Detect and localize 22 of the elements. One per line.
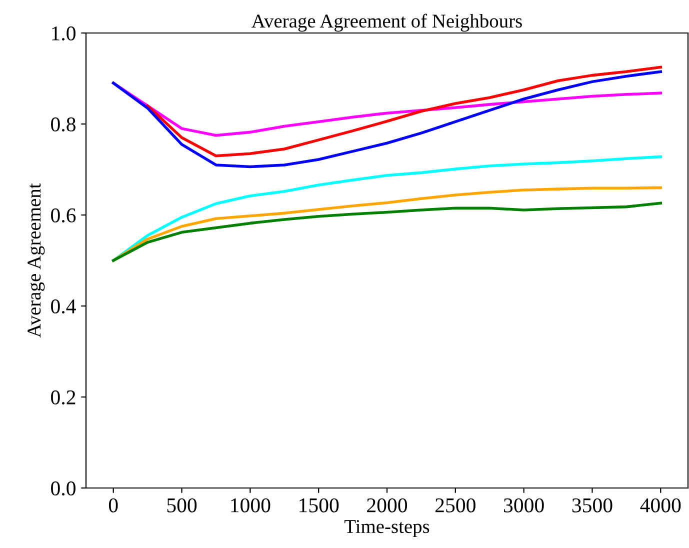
- x-tick-label: 500: [167, 498, 197, 512]
- line-series: [112, 155, 662, 262]
- line-series: [112, 70, 662, 168]
- x-tick-label: 0: [108, 498, 118, 512]
- y-tick-label: 0.4: [51, 299, 76, 314]
- y-tick-label: 1.0: [52, 26, 76, 41]
- x-tick-label: 2500: [435, 498, 476, 512]
- x-tick-label: 1500: [300, 498, 339, 512]
- x-axis-title: Time-steps: [344, 520, 430, 538]
- line-series: [112, 202, 662, 262]
- y-tick-label: 0.0: [51, 481, 76, 496]
- x-tick-label: 4000: [640, 498, 681, 512]
- x-tick-label: 3000: [504, 498, 544, 512]
- chart-title: Average Agreement of Neighbours: [252, 14, 522, 32]
- y-tick-label: 0.6: [51, 208, 76, 223]
- x-tick-label: 2000: [367, 498, 408, 512]
- x-tick-label: 1000: [231, 498, 270, 512]
- y-tick-label: 0.8: [51, 117, 76, 132]
- x-tick-label: 3500: [572, 498, 612, 512]
- line-series: [146, 66, 662, 158]
- y-axis-title: Average Agreement: [28, 183, 45, 338]
- y-tick-label: 0.2: [51, 390, 76, 405]
